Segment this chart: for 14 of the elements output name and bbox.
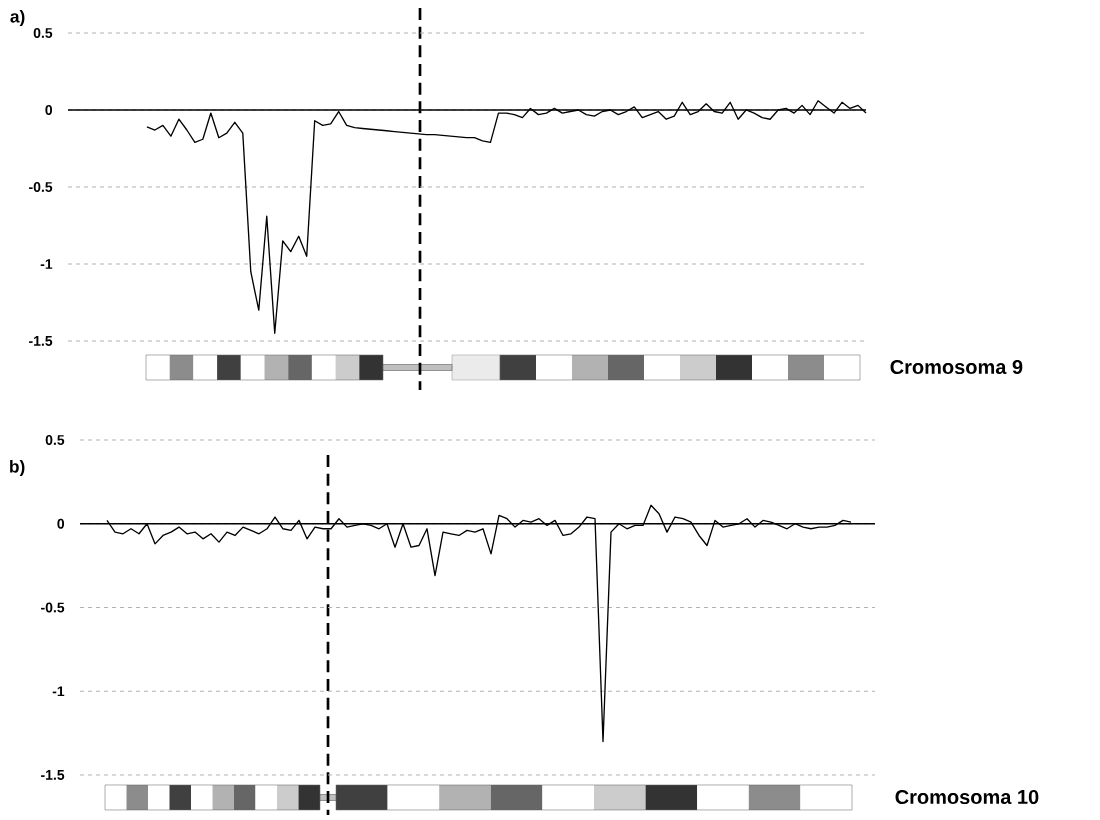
y-tick-label: -0.5 xyxy=(41,602,65,613)
y-tick-label: 0.5 xyxy=(45,435,65,445)
y-tick-label: 0 xyxy=(57,518,65,529)
y-tick-label: -1.5 xyxy=(41,770,65,780)
y-tick-label: 0.5 xyxy=(33,28,53,38)
y-tick-label: -1 xyxy=(40,259,53,269)
y-tick-label: -1 xyxy=(52,686,65,697)
chart-title: a) xyxy=(10,9,25,27)
x-axis-title: Cromosoma 9 xyxy=(890,359,1023,375)
x-axis-title: Cromosoma 10 xyxy=(895,789,1039,805)
text: b) xyxy=(10,459,25,477)
y-tick-label: -1.5 xyxy=(29,336,53,346)
y-tick-label: -0.5 xyxy=(29,182,53,192)
y-tick-label: 0 xyxy=(45,105,53,115)
